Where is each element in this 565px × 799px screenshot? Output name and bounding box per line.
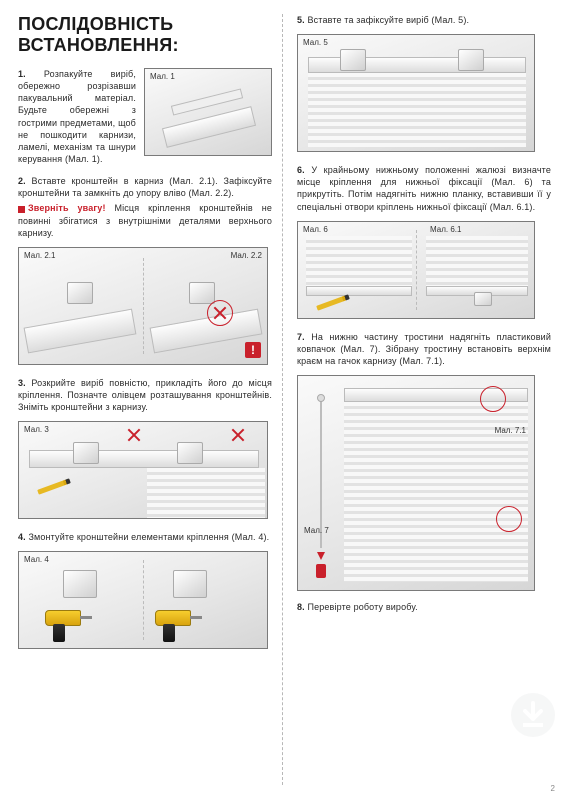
figure-6: Мал. 6 Мал. 6.1 [297,221,535,319]
step-8-num: 8. [297,602,305,612]
step-2-body: Вставте кронштейн в карниз (Мал. 2.1). З… [18,176,272,198]
figure-6-label: Мал. 6 [303,225,328,234]
step-3-body: Розкрийте виріб повністю, прикладіть йог… [18,378,272,412]
figure-21-label: Мал. 2.1 [24,251,55,260]
alert-icon: ! [245,342,261,358]
step-4-text: 4. Змонтуйте кронштейни елементами кріпл… [18,531,272,543]
step-8-body: Перевірте роботу виробу. [307,602,417,612]
step-6-body: У крайньому нижньому положенні жалюзі ви… [297,165,551,211]
figure-3-label: Мал. 3 [24,425,49,434]
step-7-num: 7. [297,332,305,342]
step-3-text: 3. Розкрийте виріб повністю, прикладіть … [18,377,272,413]
step-1: 1. Розпакуйте виріб, обережно розрізавши… [18,68,272,165]
step-6: 6. У крайньому нижньому положенні жалюзі… [297,164,551,319]
figure-3: Мал. 3 [18,421,268,519]
step-5-body: Вставте та зафіксуйте виріб (Мал. 5). [307,15,469,25]
step-2-text: 2. Вставте кронштейн в карниз (Мал. 2.1)… [18,175,272,199]
figure-4: Мал. 4 [18,551,268,649]
step-3: 3. Розкрийте виріб повністю, прикладіть … [18,377,272,519]
figure-5: Мал. 5 [297,34,535,152]
page-columns: ПОСЛІДОВНІСТЬ ВСТАНОВЛЕННЯ: 1. Розпакуйт… [0,0,565,799]
warning-square-icon [18,206,25,213]
step-4-body: Змонтуйте кронштейни елементами кріпленн… [28,532,269,542]
step-2-warn-label: Зверніть увагу! [28,203,106,213]
step-4: 4. Змонтуйте кронштейни елементами кріпл… [18,531,272,649]
step-1-text: 1. Розпакуйте виріб, обережно розрізавши… [18,68,136,165]
step-7-text: 7. На нижню частину тростини надягніть п… [297,331,551,367]
step-2-num: 2. [18,176,26,186]
step-8: 8. Перевірте роботу виробу. [297,601,551,613]
step-5-num: 5. [297,15,305,25]
step-3-num: 3. [18,378,26,388]
step-5-text: 5. Вставте та зафіксуйте виріб (Мал. 5). [297,14,551,26]
step-5: 5. Вставте та зафіксуйте виріб (Мал. 5).… [297,14,551,152]
drill-icon [45,604,93,642]
step-1-body: Розпакуйте виріб, обережно розрізавши па… [18,69,136,164]
figure-61-label: Мал. 6.1 [430,225,461,234]
figure-7-label: Мал. 7 [304,526,329,535]
step-6-text: 6. У крайньому нижньому положенні жалюзі… [297,164,551,213]
column-right: 5. Вставте та зафіксуйте виріб (Мал. 5).… [283,0,565,799]
step-8-text: 8. Перевірте роботу виробу. [297,601,551,613]
figure-1: Мал. 1 [144,68,272,156]
column-left: ПОСЛІДОВНІСТЬ ВСТАНОВЛЕННЯ: 1. Розпакуйт… [0,0,282,799]
step-4-num: 4. [18,532,26,542]
step-6-num: 6. [297,165,305,175]
page-number: 2 [551,784,555,793]
step-1-num: 1. [18,69,26,79]
step-2-warning: Зверніть увагу! Місця кріплення кронштей… [18,202,272,238]
drill-icon [155,604,203,642]
figure-71-label: Мал. 7.1 [495,426,526,435]
figure-4-label: Мал. 4 [24,555,49,564]
figure-7: Мал. 7 Мал. 7.1 [297,375,535,591]
figure-2: Мал. 2.1 Мал. 2.2 відкрито закрито ! [18,247,268,365]
step-2: 2. Вставте кронштейн в карниз (Мал. 2.1)… [18,175,272,365]
page-title: ПОСЛІДОВНІСТЬ ВСТАНОВЛЕННЯ: [18,14,272,56]
step-7-body: На нижню частину тростини надягніть плас… [297,332,551,366]
figure-5-label: Мал. 5 [303,38,328,47]
figure-22-label: Мал. 2.2 [231,251,262,260]
step-7: 7. На нижню частину тростини надягніть п… [297,331,551,591]
figure-1-label: Мал. 1 [150,72,175,81]
